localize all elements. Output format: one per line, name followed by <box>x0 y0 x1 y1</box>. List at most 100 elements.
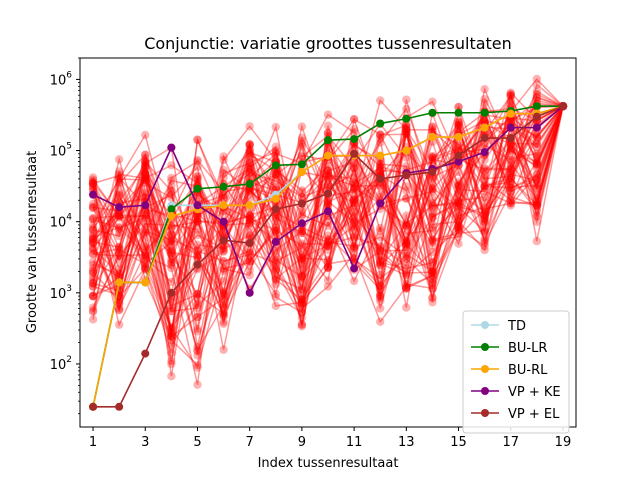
series-point <box>506 134 515 143</box>
background-point <box>480 219 489 228</box>
background-point <box>402 95 411 104</box>
background-point <box>428 235 437 244</box>
background-point <box>454 167 463 177</box>
background-point <box>323 263 333 272</box>
background-point <box>428 97 437 106</box>
background-point <box>114 251 124 261</box>
background-point <box>245 258 254 267</box>
series-point <box>324 136 332 145</box>
series-point <box>219 182 228 191</box>
background-point <box>532 139 542 149</box>
background-point <box>349 178 359 187</box>
background-point <box>376 130 385 140</box>
legend-label: BU-LR <box>508 341 547 356</box>
background-point <box>532 169 542 179</box>
background-point <box>219 266 228 276</box>
background-point <box>167 332 176 342</box>
background-point <box>193 245 202 255</box>
x-tick-label: 11 <box>346 435 363 450</box>
background-point <box>167 348 176 358</box>
background-point <box>428 224 437 233</box>
background-point <box>532 184 542 193</box>
background-point <box>428 248 437 257</box>
background-point <box>323 262 333 272</box>
background-point <box>532 181 542 190</box>
background-point <box>506 188 515 197</box>
background-point <box>402 125 411 135</box>
background-point <box>454 116 463 126</box>
series-point <box>324 207 332 216</box>
background-point <box>349 115 359 124</box>
background-point <box>402 229 411 238</box>
background-point <box>297 294 307 304</box>
background-point <box>480 245 489 255</box>
background-point <box>114 167 124 176</box>
background-point <box>141 171 150 180</box>
background-point <box>454 181 463 191</box>
background-point <box>167 258 176 267</box>
background-point <box>141 245 150 254</box>
background-point <box>297 304 307 313</box>
background-point <box>323 166 333 175</box>
background-point <box>402 282 411 291</box>
background-point <box>193 299 202 308</box>
background-point <box>193 217 202 226</box>
background-point <box>323 161 333 171</box>
background-point <box>480 211 489 220</box>
background-point <box>349 241 359 251</box>
background-point <box>88 214 98 224</box>
background-point <box>323 199 333 208</box>
background-point <box>297 271 307 280</box>
background-point <box>245 164 254 174</box>
background-point <box>323 197 333 206</box>
background-point <box>88 179 98 189</box>
background-point <box>428 294 437 303</box>
background-point <box>88 307 98 316</box>
background-point <box>88 221 98 230</box>
background-point <box>193 230 202 240</box>
background-point <box>245 231 254 241</box>
background-point <box>167 332 176 341</box>
background-point <box>193 179 202 188</box>
background-point <box>402 239 411 248</box>
background-point <box>193 135 202 144</box>
background-point <box>428 198 437 208</box>
background-point <box>114 188 124 197</box>
background-point <box>323 121 333 130</box>
background-point <box>402 284 411 293</box>
background-point <box>376 252 385 261</box>
background-point <box>245 186 254 196</box>
legend-label: VP + KE <box>508 385 561 400</box>
background-point <box>506 142 515 151</box>
y-axis-label: Grootte van tussenresultaat <box>25 151 40 333</box>
background-point <box>167 237 176 246</box>
background-point <box>454 209 463 218</box>
background-point <box>114 213 124 222</box>
background-point <box>454 180 463 189</box>
background-point <box>532 236 542 246</box>
background-point <box>506 90 515 99</box>
background-point <box>297 210 307 219</box>
background-point <box>88 292 98 301</box>
background-point <box>402 270 411 279</box>
background-series-line <box>92 105 564 367</box>
background-point <box>114 269 124 278</box>
background-point <box>271 274 280 284</box>
background-point <box>167 246 176 256</box>
background-point <box>271 265 280 275</box>
background-point <box>219 300 228 310</box>
legend-swatch-marker <box>481 343 489 351</box>
background-point <box>141 189 150 198</box>
background-point <box>193 324 202 334</box>
background-point <box>141 170 150 180</box>
background-point <box>193 253 202 262</box>
background-point <box>402 251 411 261</box>
legend-swatch-marker <box>481 387 489 395</box>
background-point <box>428 194 437 203</box>
background-point <box>245 158 254 167</box>
background-point <box>141 175 150 185</box>
background-point <box>402 239 411 248</box>
background-point <box>506 198 515 208</box>
background-point <box>245 212 254 222</box>
background-point <box>245 152 254 162</box>
